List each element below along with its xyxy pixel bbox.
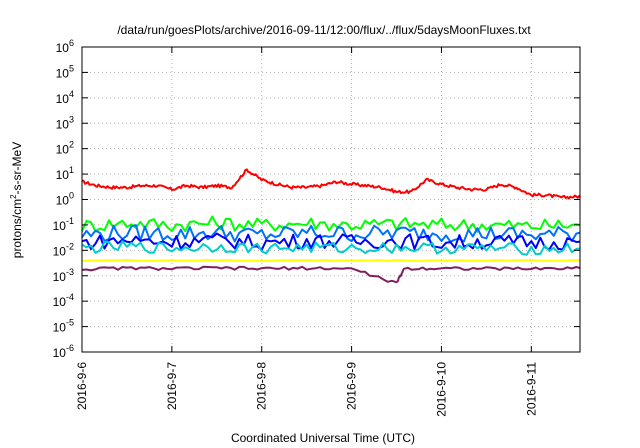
x-tick-label: 2016-9-6 — [75, 362, 89, 410]
y-tick-label: 100 — [56, 191, 74, 208]
x-tick-label: 2016-9-7 — [165, 362, 179, 410]
series-line-2 — [81, 224, 581, 243]
series-line-4 — [81, 240, 581, 256]
y-axis-label-superscript: 2 — [9, 194, 18, 199]
x-axis-label: Coordinated Universal Time (UTC) — [231, 431, 415, 445]
y-axis-label: protons/cm2-s-sr-MeV — [9, 142, 24, 258]
y-axis: 106 105 104 103 102 101 100 10-1 10-2 10-3 10-4 10-… — [53, 38, 580, 360]
y-tick-label: 10-3 — [53, 267, 74, 284]
y-axis-label-part2: -s-sr-MeV — [10, 142, 24, 195]
series-line-1 — [81, 215, 581, 233]
series-line-0 — [81, 168, 581, 200]
y-tick-label: 105 — [56, 63, 74, 80]
grid-lines — [81, 46, 580, 353]
chart-title: /data/run/goesPlots/archive/2016-09-11/1… — [117, 23, 531, 37]
series-line-6 — [81, 265, 581, 284]
y-tick-label: 102 — [56, 140, 74, 157]
y-axis-label-part1: protons/cm — [10, 199, 24, 258]
x-tick-label: 2016-9-9 — [345, 362, 359, 410]
y-tick-label: 106 — [56, 38, 74, 55]
x-tick-label: 2016-9-8 — [255, 362, 269, 410]
series-line-5 — [81, 259, 581, 262]
y-tick-label: 10-5 — [53, 318, 74, 335]
y-tick-label: 104 — [56, 89, 74, 106]
x-tick-label: 2016-9-10 — [434, 362, 448, 417]
y-tick-label: 101 — [56, 165, 74, 182]
x-tick-label: 2016-9-11 — [524, 362, 538, 416]
y-tick-label: 10-6 — [53, 343, 74, 360]
y-tick-label: 10-2 — [53, 241, 74, 258]
y-tick-label: 10-1 — [53, 216, 74, 233]
series-layer — [81, 168, 581, 284]
y-tick-label: 103 — [56, 114, 74, 131]
y-tick-label: 10-4 — [53, 292, 74, 309]
x-axis: 2016-9-6 2016-9-7 2016-9-8 2016-9-9 2016-9-1… — [75, 47, 538, 417]
